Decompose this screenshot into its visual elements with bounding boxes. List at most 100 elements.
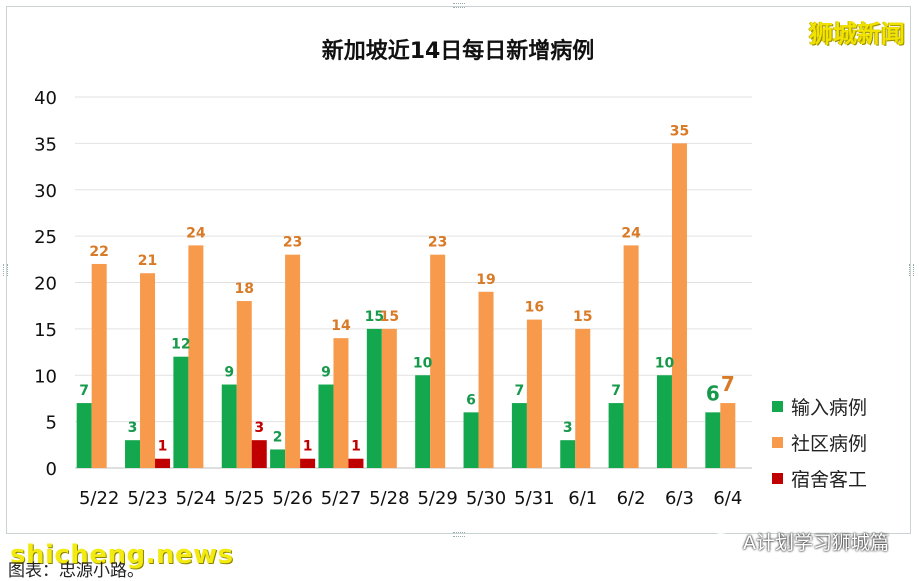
left-resize-handle[interactable] xyxy=(3,264,8,276)
legend-label: 输入病例 xyxy=(791,396,868,419)
bar-3 xyxy=(251,440,267,468)
data-labels: 7312929151067371062221241823141523191615… xyxy=(79,123,734,454)
bar-1 xyxy=(656,375,672,468)
x-tick-label: 6/1 xyxy=(568,488,597,509)
y-tick-label: 5 xyxy=(46,413,57,434)
data-label: 10 xyxy=(413,355,433,371)
bar-2 xyxy=(671,143,687,468)
x-tick-label: 5/30 xyxy=(466,488,506,509)
data-label: 24 xyxy=(621,225,641,241)
data-label: 9 xyxy=(224,365,234,381)
bar-1 xyxy=(221,384,237,468)
bar-2 xyxy=(188,245,204,468)
chart-legend: 输入病例社区病例宿舍客工 xyxy=(772,388,867,496)
data-label: 2 xyxy=(273,429,283,445)
legend-label: 宿舍客工 xyxy=(791,468,868,491)
y-tick-label: 20 xyxy=(34,274,57,295)
legend-label: 社区病例 xyxy=(791,432,868,455)
top-resize-handle[interactable] xyxy=(453,3,465,8)
data-label: 1 xyxy=(351,439,361,455)
legend-item: 输入病例 xyxy=(772,388,867,424)
data-label: 7 xyxy=(515,383,525,399)
bar-1 xyxy=(608,403,624,468)
axes: 0 5 10 15 20 25 30 35 40 5/22 5/23 5/24 5/25 5/26 5/27… xyxy=(34,88,752,509)
bar-1 xyxy=(415,375,431,468)
chart-frame xyxy=(6,6,911,534)
data-label: 7 xyxy=(79,383,89,399)
x-tick-label: 5/27 xyxy=(321,488,361,509)
data-label: 16 xyxy=(525,300,544,316)
data-label: 7 xyxy=(721,372,735,396)
bar-1 xyxy=(511,403,527,468)
legend-swatch xyxy=(772,400,783,412)
bar-1 xyxy=(270,449,286,468)
bar-2 xyxy=(478,291,494,468)
data-label: 15 xyxy=(380,309,399,325)
bar-2 xyxy=(381,328,397,468)
chart-title: 新加坡近14日每日新增病例 xyxy=(322,38,595,64)
data-label: 7 xyxy=(611,383,621,399)
x-tick-label: 6/2 xyxy=(617,488,646,509)
legend-item: 宿舍客工 xyxy=(772,460,867,496)
account-name: A计划学习狮城篇 xyxy=(743,532,889,554)
bar-3 xyxy=(155,458,171,468)
bar-2 xyxy=(526,319,542,468)
data-label: 24 xyxy=(186,225,206,241)
data-label: 23 xyxy=(428,235,447,251)
bar-2 xyxy=(140,273,156,468)
bar-3 xyxy=(300,458,316,468)
bar-2 xyxy=(333,338,349,468)
bar-2 xyxy=(91,263,107,468)
brand-watermark: 狮城新闻 xyxy=(809,20,905,48)
data-label: 14 xyxy=(331,318,351,334)
y-tick-label: 40 xyxy=(34,88,57,109)
data-label: 3 xyxy=(254,420,264,436)
data-label: 3 xyxy=(128,420,138,436)
x-tick-label: 5/26 xyxy=(272,488,312,509)
bottom-resize-handle[interactable] xyxy=(453,532,465,537)
bar-1 xyxy=(125,440,141,468)
data-label: 22 xyxy=(89,244,108,260)
y-tick-label: 15 xyxy=(34,320,57,341)
data-label: 10 xyxy=(655,355,675,371)
legend-swatch xyxy=(772,472,783,484)
bar-1 xyxy=(76,403,92,468)
bar-3 xyxy=(348,458,364,468)
x-tick-label: 5/25 xyxy=(224,488,264,509)
y-tick-label: 10 xyxy=(34,366,57,387)
data-label: 23 xyxy=(283,235,302,251)
x-tick-label: 5/23 xyxy=(127,488,167,509)
x-tick-label: 5/31 xyxy=(514,488,554,509)
bar-1 xyxy=(173,356,189,468)
bar-1 xyxy=(560,440,576,468)
data-label: 1 xyxy=(303,439,313,455)
bar-2 xyxy=(430,254,446,468)
data-label: 18 xyxy=(235,281,254,297)
y-tick-label: 25 xyxy=(34,227,57,248)
data-label: 3 xyxy=(563,420,573,436)
site-watermark: shicheng.news xyxy=(10,540,234,570)
figure-caption: 图表：忠源小路。 xyxy=(8,561,144,581)
bar-2 xyxy=(575,328,591,468)
grid-lines xyxy=(75,96,752,423)
data-label: 35 xyxy=(670,123,689,139)
bar-2 xyxy=(236,301,252,468)
x-tick-label: 6/4 xyxy=(713,488,742,509)
data-label: 15 xyxy=(365,309,384,325)
data-label: 15 xyxy=(573,309,592,325)
y-tick-label: 35 xyxy=(34,134,57,155)
y-tick-label: 0 xyxy=(46,459,57,480)
x-tick-label: 5/24 xyxy=(176,488,216,509)
data-label: 6 xyxy=(466,392,476,408)
data-label: 21 xyxy=(138,253,157,269)
bar-2 xyxy=(285,254,301,468)
bars xyxy=(76,143,736,468)
bar-1 xyxy=(318,384,334,468)
right-resize-handle[interactable] xyxy=(909,264,914,276)
y-tick-label: 30 xyxy=(34,181,57,202)
data-label: 6 xyxy=(706,381,720,405)
data-label: 19 xyxy=(476,272,495,288)
data-label: 12 xyxy=(171,337,190,353)
wechat-icon xyxy=(711,532,736,550)
